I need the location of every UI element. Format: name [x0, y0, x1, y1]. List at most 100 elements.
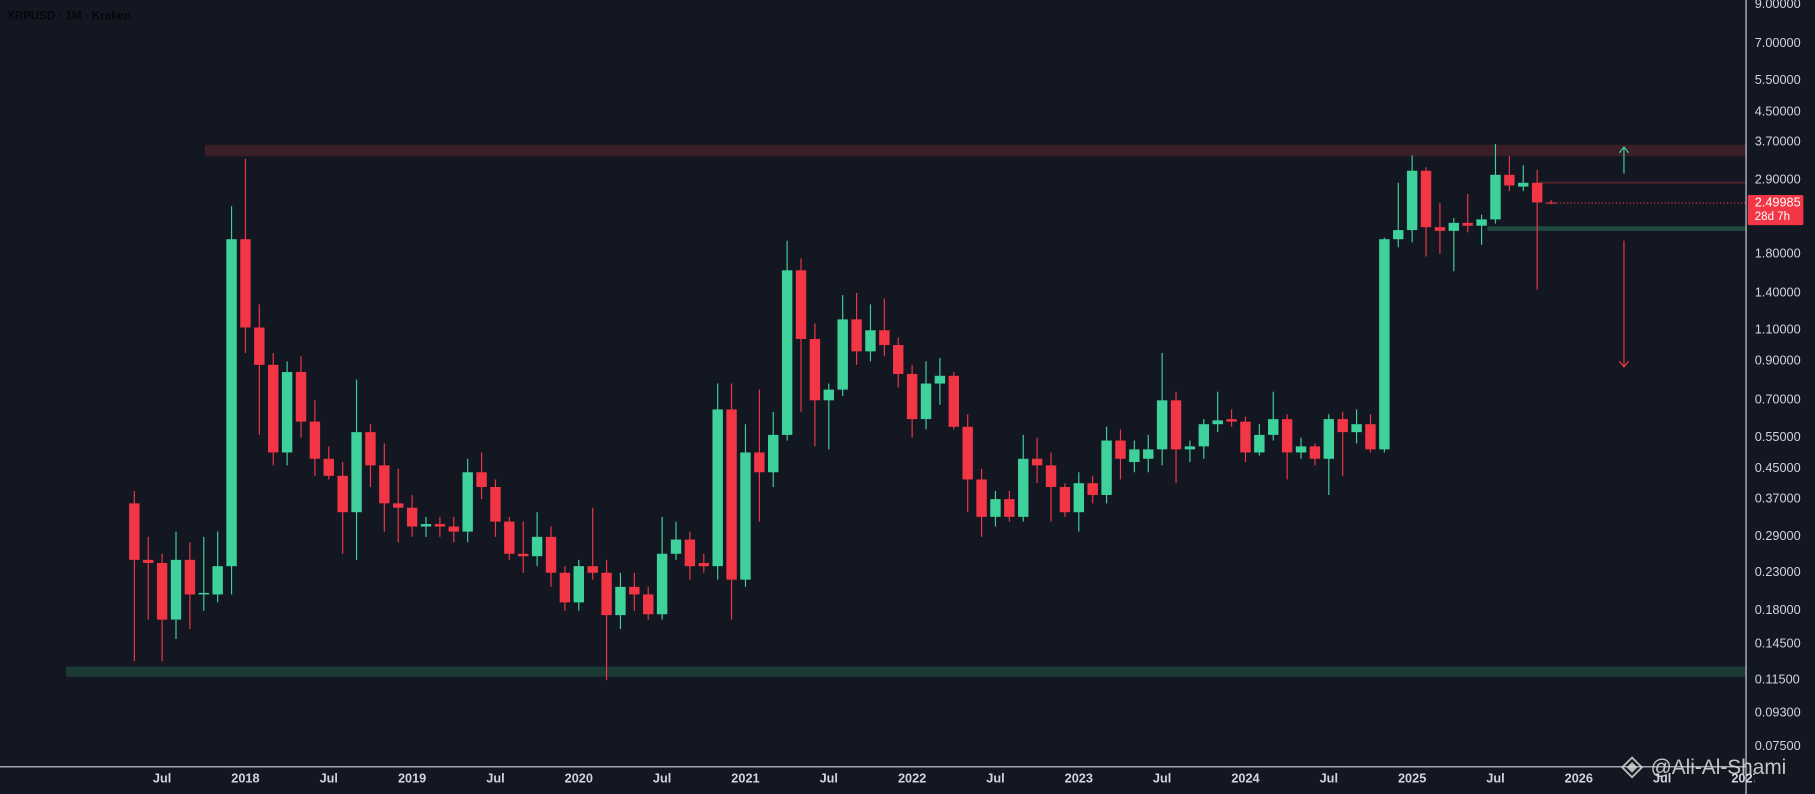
- candle-body: [462, 472, 473, 532]
- candle-body: [615, 586, 626, 616]
- candle: [781, 240, 793, 441]
- candle-body: [504, 521, 515, 554]
- candle-body: [1365, 424, 1376, 450]
- last-price: 2.49985: [1755, 194, 1801, 209]
- candle-body: [559, 572, 571, 603]
- candle-body: [268, 364, 279, 453]
- candle-body: [1254, 434, 1265, 453]
- candle-body: [573, 566, 584, 603]
- candle: [1059, 483, 1071, 517]
- candle-body: [1337, 419, 1348, 433]
- chart-title: XRPUSD · 1M · Kraken: [7, 10, 131, 22]
- candle: [281, 361, 293, 466]
- candle: [768, 411, 779, 488]
- x-tick-label: Jul: [1486, 770, 1504, 785]
- candle-body: [1545, 202, 1557, 204]
- last-price-box: [1747, 194, 1804, 226]
- candle-body: [1018, 458, 1029, 517]
- y-tick-label: 0.37000: [1755, 490, 1801, 505]
- candle: [1351, 409, 1362, 444]
- candle-body: [893, 345, 904, 374]
- x-tick-label: Jul: [320, 770, 338, 785]
- candle-body: [948, 375, 960, 427]
- candle-body: [476, 472, 487, 488]
- y-tick-label: 0.23000: [1755, 564, 1801, 579]
- countdown: 28d 7h: [1755, 211, 1790, 223]
- candle: [629, 572, 640, 611]
- x-tick-label: 2024: [1231, 770, 1259, 785]
- candle: [615, 572, 626, 630]
- candle: [1156, 352, 1168, 466]
- candle-body: [1268, 419, 1279, 435]
- down-arrow: [1618, 240, 1630, 368]
- candle-body: [1129, 449, 1140, 463]
- candle-body: [337, 475, 348, 513]
- candle: [351, 379, 362, 560]
- candle: [143, 536, 154, 620]
- candle-body: [1490, 174, 1501, 220]
- candle-body: [1045, 465, 1057, 488]
- candle-body: [1531, 182, 1543, 203]
- candle: [295, 356, 307, 438]
- candle-body: [1143, 449, 1154, 459]
- y-tick-label: 3.70000: [1755, 134, 1801, 149]
- candle: [1087, 475, 1098, 504]
- candle-body: [143, 559, 154, 563]
- x-tick-label: Jul: [486, 770, 504, 785]
- candle-body: [226, 239, 237, 567]
- candle: [1129, 440, 1140, 473]
- y-tick-label: 0.45000: [1755, 460, 1801, 475]
- candle: [1420, 167, 1432, 257]
- candle: [1240, 416, 1251, 463]
- candle-body: [768, 434, 779, 473]
- candle: [1212, 391, 1223, 433]
- y-tick-label: 1.10000: [1755, 322, 1801, 337]
- candle: [559, 566, 571, 611]
- candle-body: [1323, 419, 1335, 459]
- candle: [754, 389, 765, 522]
- candle-body: [1518, 182, 1529, 187]
- candle: [1018, 434, 1029, 522]
- candle-body: [1087, 483, 1098, 495]
- candle: [1143, 434, 1154, 473]
- candle: [906, 364, 918, 438]
- candle-body: [809, 338, 821, 401]
- candle-body: [795, 270, 807, 339]
- candle-body: [865, 330, 876, 352]
- candle: [1337, 411, 1348, 476]
- candle-body: [1031, 458, 1043, 466]
- candle: [462, 458, 473, 543]
- y-tick-label: 0.90000: [1755, 353, 1801, 368]
- price-axis: 9.00000 7.00000 5.50000 4.50000 3.70000 2.900…: [1755, 0, 1801, 753]
- y-tick-label: 9.00000: [1755, 0, 1801, 11]
- y-tick-label: 0.55000: [1755, 429, 1801, 444]
- candle-body: [1184, 446, 1196, 450]
- candle-body: [1115, 440, 1126, 459]
- candle: [976, 468, 987, 537]
- candle-body: [129, 503, 140, 560]
- candle-body: [281, 372, 293, 453]
- candle: [1031, 437, 1043, 484]
- candle: [740, 424, 751, 587]
- price-label: 2.49985 28d 7h: [1556, 194, 1804, 226]
- candle: [1198, 419, 1210, 459]
- candle-body: [1101, 440, 1112, 495]
- candle-body: [1240, 421, 1251, 453]
- candle-body: [379, 465, 390, 504]
- y-tick-label: 0.29000: [1755, 528, 1801, 543]
- candle: [948, 372, 960, 430]
- candle-body: [1212, 420, 1223, 425]
- candle-body: [420, 524, 432, 527]
- candle: [865, 304, 876, 362]
- candle-body: [212, 566, 223, 595]
- candle-body: [1448, 222, 1460, 231]
- candle-body: [170, 559, 182, 620]
- candle: [406, 494, 418, 537]
- x-tick-label: Jul: [1653, 770, 1671, 785]
- x-tick-label: Jul: [153, 770, 171, 785]
- candle-body: [295, 372, 307, 422]
- candle: [1281, 414, 1293, 480]
- candle: [518, 521, 529, 573]
- candle: [656, 516, 668, 620]
- candle-body: [1379, 239, 1390, 450]
